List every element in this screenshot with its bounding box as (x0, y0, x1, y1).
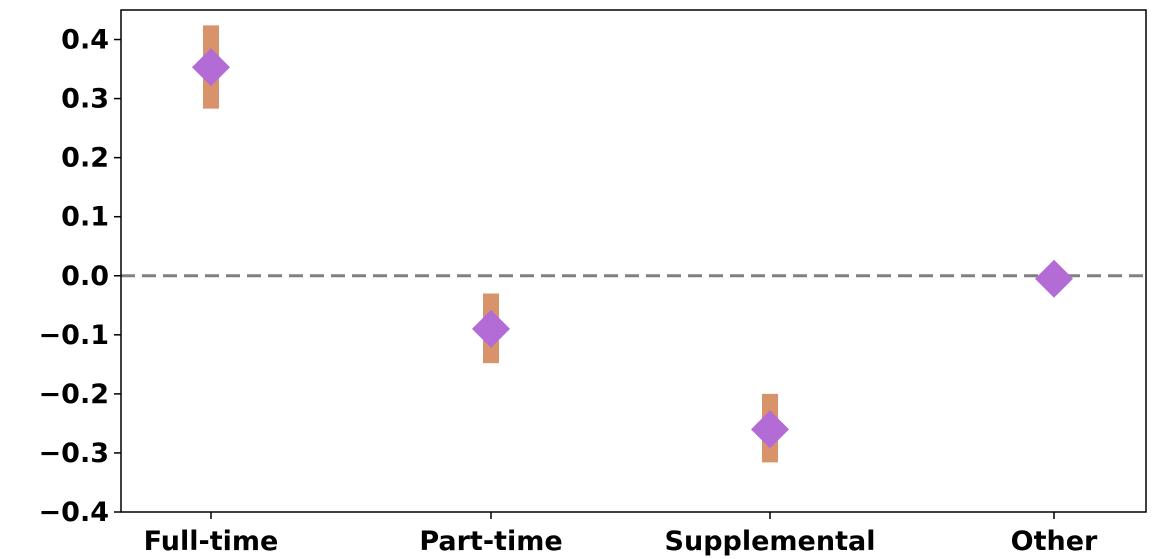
y-tick-label: −0.2 (39, 379, 109, 410)
y-tick-label: 0.1 (61, 202, 109, 233)
y-tick-label: −0.4 (39, 497, 109, 528)
x-tick-label: Full-time (144, 526, 279, 557)
diamond-point (751, 410, 789, 449)
plot-area (121, 10, 1146, 512)
x-tick-label: Other (1011, 526, 1098, 557)
plot-frame (120, 9, 1147, 513)
x-tick-label: Supplemental (665, 526, 876, 557)
y-tick-label: 0.3 (61, 84, 109, 115)
diamond-point (192, 48, 230, 87)
diamond-point (472, 309, 510, 348)
y-tick-label: −0.1 (39, 320, 109, 351)
y-tick-label: 0.4 (61, 25, 109, 56)
x-tick-label: Part-time (419, 526, 562, 557)
diamond-point (1035, 259, 1073, 298)
y-tick-label: 0.2 (61, 143, 109, 174)
y-tick-label: −0.3 (39, 438, 109, 469)
y-tick-label: 0.0 (61, 261, 109, 292)
